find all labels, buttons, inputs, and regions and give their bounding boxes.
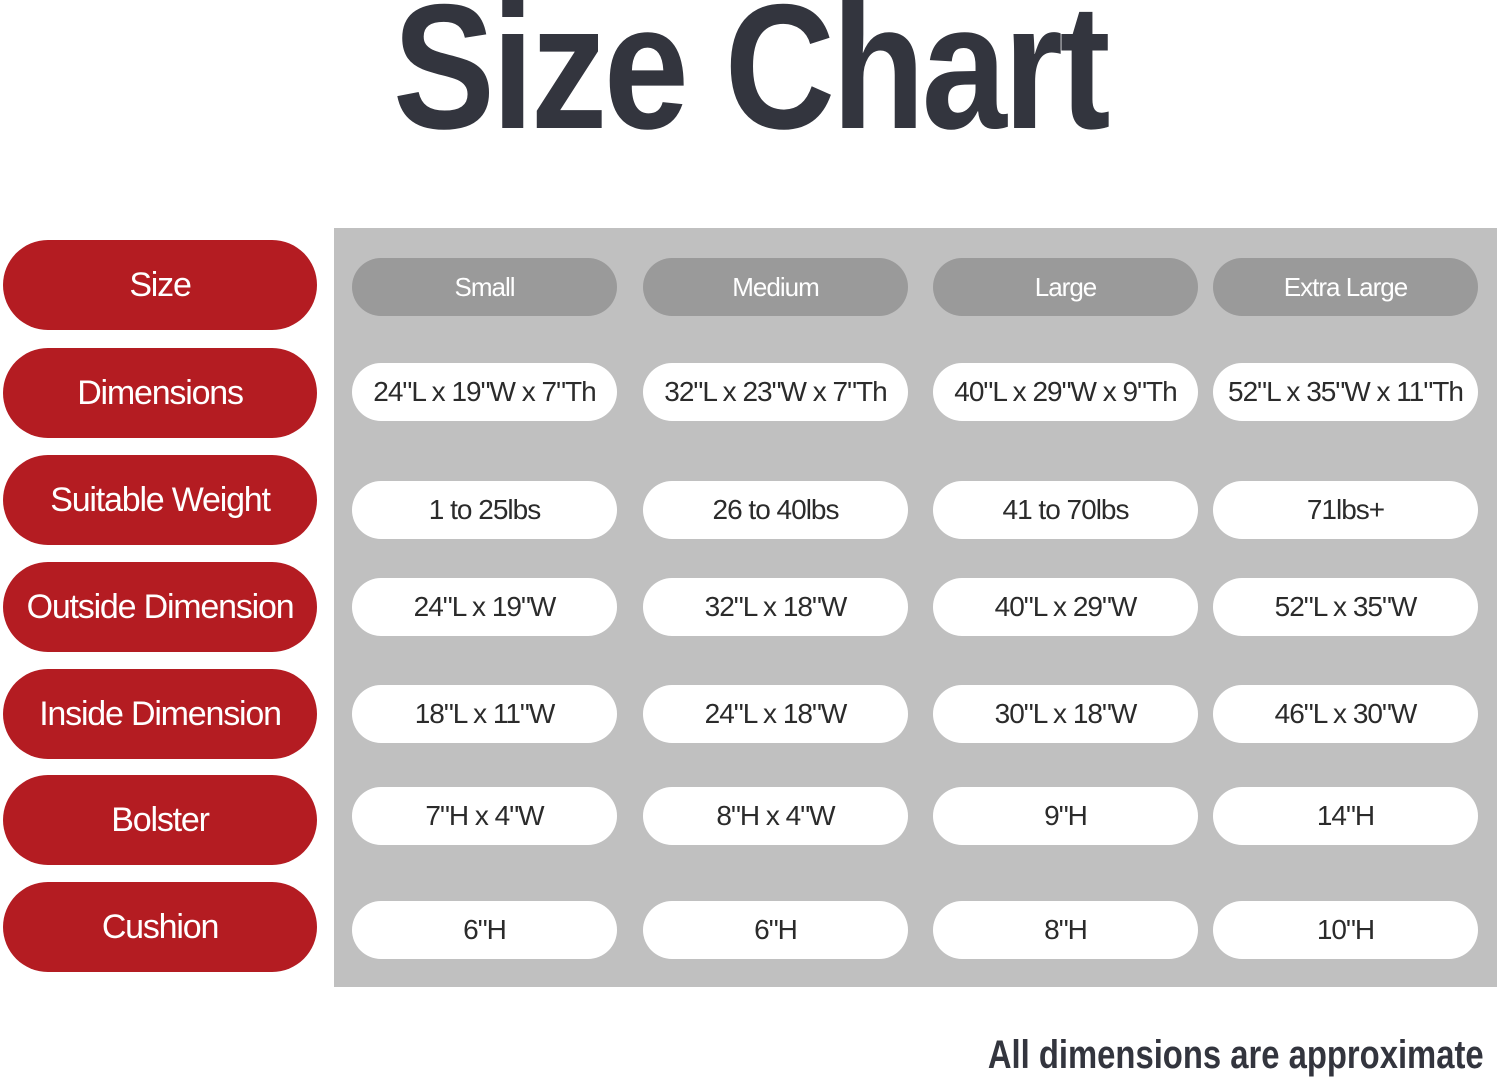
column-header: Extra Large [1213,258,1478,316]
table-cell: 41 to 70lbs [933,481,1198,539]
row-label: Inside Dimension [3,669,317,759]
table-cell: 8"H x 4"W [643,787,908,845]
table-cell: 8"H [933,901,1198,959]
row-label: Size [3,240,317,330]
table-cell: 6"H [643,901,908,959]
row-label: Cushion [3,882,317,972]
column-header: Large [933,258,1198,316]
table-cell: 18"L x 11"W [352,685,617,743]
table-cell: 46"L x 30"W [1213,685,1478,743]
table-cell: 32"L x 18"W [643,578,908,636]
table-cell: 24"L x 19"W x 7"Th [352,363,617,421]
table-cell: 24"L x 19"W [352,578,617,636]
table-cell: 6"H [352,901,617,959]
row-label: Outside Dimension [3,562,317,652]
table-cell: 52"L x 35"W [1213,578,1478,636]
table-cell: 24"L x 18"W [643,685,908,743]
footer-note: All dimensions are approximate [988,1033,1484,1077]
table-cell: 30"L x 18"W [933,685,1198,743]
row-label: Bolster [3,775,317,865]
table-cell: 26 to 40lbs [643,481,908,539]
table-cell: 40"L x 29"W [933,578,1198,636]
table-cell: 14"H [1213,787,1478,845]
column-header: Small [352,258,617,316]
column-header: Medium [643,258,908,316]
page-title: Size Chart [392,0,1111,166]
table-cell: 10"H [1213,901,1478,959]
table-cell: 1 to 25lbs [352,481,617,539]
table-cell: 9"H [933,787,1198,845]
table-cell: 40"L x 29"W x 9"Th [933,363,1198,421]
row-label: Suitable Weight [3,455,317,545]
row-label: Dimensions [3,348,317,438]
table-cell: 71lbs+ [1213,481,1478,539]
table-cell: 52"L x 35"W x 11"Th [1213,363,1478,421]
table-cell: 32"L x 23"W x 7"Th [643,363,908,421]
table-cell: 7"H x 4"W [352,787,617,845]
